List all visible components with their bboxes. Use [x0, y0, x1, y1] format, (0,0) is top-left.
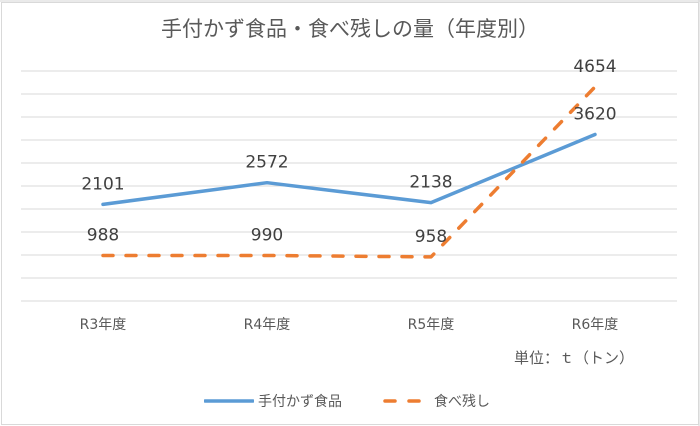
legend-item-untouched-food[interactable]: 手付かず食品 — [204, 391, 342, 411]
legend-label: 食べ残し — [434, 394, 490, 410]
data-label: 3620 — [573, 104, 616, 124]
x-axis-label: R6年度 — [572, 317, 619, 333]
data-label: 2138 — [409, 173, 452, 193]
data-label: 988 — [87, 226, 119, 246]
legend: 手付かず食品 食べ残し — [0, 391, 700, 411]
legend-label: 手付かず食品 — [258, 394, 342, 410]
unit-note: 単位：ｔ（トン） — [514, 349, 635, 367]
solid-line-icon — [204, 399, 254, 403]
dashed-line-icon — [383, 399, 424, 403]
x-axis-label: R4年度 — [244, 317, 291, 333]
data-label: 2572 — [245, 153, 288, 173]
chart-title: 手付かず食品・食べ残しの量（年度別） — [161, 17, 539, 41]
data-label: 2101 — [81, 174, 124, 194]
x-axis-label: R3年度 — [80, 317, 127, 333]
legend-item-leftovers[interactable]: 食べ残し — [382, 391, 490, 411]
data-label: 990 — [251, 225, 283, 245]
series-line-1[interactable] — [101, 132, 597, 207]
series-line-2[interactable] — [101, 85, 597, 259]
x-axis-label: R5年度 — [408, 317, 455, 333]
data-label: 958 — [415, 227, 447, 247]
data-label: 4654 — [573, 57, 616, 77]
